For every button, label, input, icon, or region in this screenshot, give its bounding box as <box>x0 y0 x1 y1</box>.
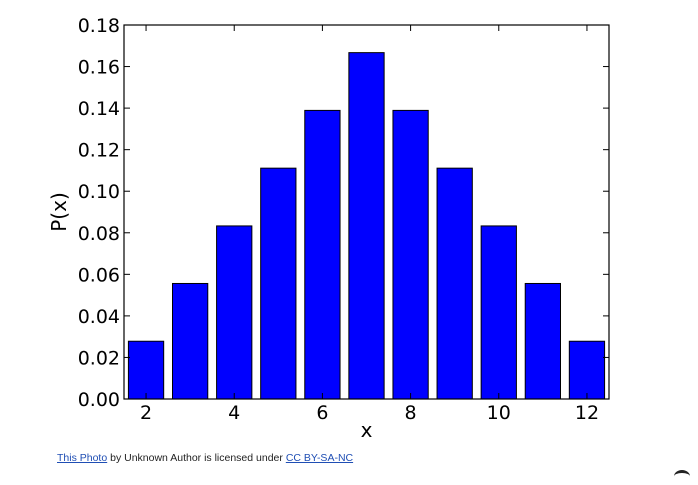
caption-text: by Unknown Author is licensed under <box>107 452 286 464</box>
y-tick-label: 0.04 <box>78 306 120 328</box>
bar-x11 <box>524 282 562 400</box>
x-tick-label: 2 <box>140 402 152 424</box>
bar-x12 <box>568 340 606 400</box>
y-tick-label: 0.00 <box>78 389 120 411</box>
corner-curve-mark <box>674 470 690 483</box>
x-tick-label: 6 <box>316 402 328 424</box>
bar-x3 <box>172 282 209 400</box>
y-tick-label: 0.14 <box>78 98 120 120</box>
y-tick-label: 0.18 <box>78 15 120 37</box>
plot-frame <box>123 24 610 400</box>
bar-x4 <box>216 225 253 400</box>
bar-x9 <box>436 167 473 400</box>
bar-x6 <box>304 109 341 400</box>
x-axis-label: x <box>361 418 373 442</box>
y-tick-label: 0.16 <box>78 57 120 79</box>
bar-x7 <box>348 52 385 400</box>
y-tick-label: 0.08 <box>78 223 120 245</box>
bar-x2 <box>127 340 165 400</box>
ticks-layer: 2 4 6 8 10 12 0.00 0.02 0.04 0.06 0.08 0.10 0.12 0.14… <box>78 15 609 424</box>
bar-x8 <box>392 109 429 400</box>
y-tick-label: 0.12 <box>78 140 120 162</box>
y-tick-label: 0.02 <box>78 347 120 369</box>
x-tick-label: 8 <box>405 402 417 424</box>
photo-credit-caption: This Photo by Unknown Author is licensed… <box>57 452 353 464</box>
license-link[interactable]: CC BY-SA-NC <box>285 452 354 464</box>
photo-link[interactable]: This Photo <box>57 452 108 464</box>
bar-x5 <box>260 167 297 400</box>
x-tick-label: 10 <box>487 402 511 424</box>
x-tick-label: 4 <box>228 402 240 424</box>
x-tick-label: 12 <box>575 402 599 424</box>
bar-x10 <box>480 225 517 400</box>
y-axis-label: P(x) <box>47 192 71 232</box>
y-tick-label: 0.10 <box>78 181 120 203</box>
bars-layer <box>127 52 606 400</box>
y-tick-label: 0.06 <box>78 264 120 286</box>
